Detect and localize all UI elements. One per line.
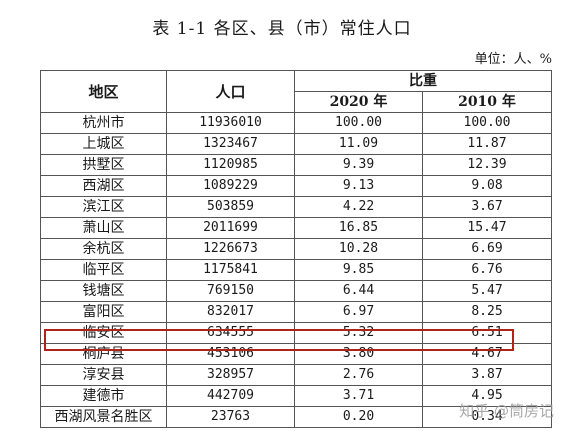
cell-2020: 3.71 [294, 385, 423, 407]
cell-2020: 4.22 [294, 196, 423, 218]
cell-region: 临安区 [40, 322, 167, 344]
cell-2020: 9.85 [294, 259, 423, 281]
cell-population: 2011699 [166, 217, 295, 239]
cell-2020: 100.00 [294, 112, 423, 134]
cell-2020: 9.13 [294, 175, 423, 197]
cell-population: 1226673 [166, 238, 295, 260]
table-row: 西湖风景名胜区 23763 0.20 0.34 [40, 406, 552, 428]
unit-label: 单位：人、% [474, 52, 552, 67]
cell-region: 淳安县 [40, 364, 167, 386]
table-row: 桐庐县 453106 3.80 4.67 [40, 343, 552, 365]
cell-region: 桐庐县 [40, 343, 167, 365]
cell-population: 1089229 [166, 175, 295, 197]
cell-region: 西湖区 [40, 175, 167, 197]
table-row: 淳安县 328957 2.76 3.87 [40, 364, 552, 386]
cell-2010: 100.00 [422, 112, 552, 134]
cell-region: 滨江区 [40, 196, 167, 218]
cell-2010: 9.08 [422, 175, 552, 197]
table-row: 西湖区 1089229 9.13 9.08 [40, 175, 552, 197]
cell-2010: 12.39 [422, 154, 552, 176]
table-body: 杭州市 11936010 100.00 100.00 上城区 1323467 11.09 11… [40, 112, 552, 428]
cell-population: 634555 [166, 322, 295, 344]
cell-2010: 5.47 [422, 280, 552, 302]
cell-2020: 16.85 [294, 217, 423, 239]
header-region: 地区 [40, 70, 167, 113]
cell-2020: 0.20 [294, 406, 423, 428]
cell-region: 杭州市 [40, 112, 167, 134]
table-row: 杭州市 11936010 100.00 100.00 [40, 112, 552, 134]
table-row: 萧山区 2011699 16.85 15.47 [40, 217, 552, 239]
cell-region: 钱塘区 [40, 280, 167, 302]
cell-2010: 6.51 [422, 322, 552, 344]
cell-region: 富阳区 [40, 301, 167, 323]
cell-2010: 6.76 [422, 259, 552, 281]
cell-2010: 15.47 [422, 217, 552, 239]
cell-2020: 10.28 [294, 238, 423, 260]
cell-2010: 0.34 [422, 406, 552, 428]
header-population: 人口 [166, 70, 295, 113]
cell-2010: 11.87 [422, 133, 552, 155]
cell-region: 拱墅区 [40, 154, 167, 176]
cell-2010: 3.87 [422, 364, 552, 386]
cell-region: 建德市 [40, 385, 167, 407]
cell-population: 453106 [166, 343, 295, 365]
cell-2010: 6.69 [422, 238, 552, 260]
cell-2010: 4.67 [422, 343, 552, 365]
table-row: 富阳区 832017 6.97 8.25 [40, 301, 552, 323]
table-row: 滨江区 503859 4.22 3.67 [40, 196, 552, 218]
cell-2020: 11.09 [294, 133, 423, 155]
table-row: 上城区 1323467 11.09 11.87 [40, 133, 552, 155]
cell-population: 328957 [166, 364, 295, 386]
cell-region: 上城区 [40, 133, 167, 155]
table-title: 表 1-1 各区、县（市）常住人口 [152, 19, 412, 39]
cell-population: 832017 [166, 301, 295, 323]
cell-population: 1323467 [166, 133, 295, 155]
cell-region: 西湖风景名胜区 [40, 406, 167, 428]
cell-region: 萧山区 [40, 217, 167, 239]
table-row: 钱塘区 769150 6.44 5.47 [40, 280, 552, 302]
cell-population: 11936010 [166, 112, 295, 134]
cell-population: 769150 [166, 280, 295, 302]
table-row: 拱墅区 1120985 9.39 12.39 [40, 154, 552, 176]
cell-2020: 9.39 [294, 154, 423, 176]
cell-population: 503859 [166, 196, 295, 218]
cell-2010: 8.25 [422, 301, 552, 323]
cell-region: 余杭区 [40, 238, 167, 260]
cell-2020: 5.32 [294, 322, 423, 344]
cell-population: 1120985 [166, 154, 295, 176]
cell-population: 1175841 [166, 259, 295, 281]
cell-region: 临平区 [40, 259, 167, 281]
cell-2010: 3.67 [422, 196, 552, 218]
watermark: 知乎 @筒房记 [459, 402, 554, 420]
cell-2020: 6.97 [294, 301, 423, 323]
cell-population: 23763 [166, 406, 295, 428]
population-table: 地区 人口 比重 2020 年 2010 年 杭州市 11936010 100.00… [40, 70, 552, 428]
table-row: 临平区 1175841 9.85 6.76 [40, 259, 552, 281]
cell-population: 442709 [166, 385, 295, 407]
cell-2020: 3.80 [294, 343, 423, 365]
table-row: 余杭区 1226673 10.28 6.69 [40, 238, 552, 260]
table-row: 临安区 634555 5.32 6.51 [40, 322, 552, 344]
header-2010: 2010 年 [422, 91, 552, 113]
header-2020: 2020 年 [294, 91, 423, 113]
cell-2020: 6.44 [294, 280, 423, 302]
header-ratio: 比重 [294, 70, 552, 92]
cell-2020: 2.76 [294, 364, 423, 386]
